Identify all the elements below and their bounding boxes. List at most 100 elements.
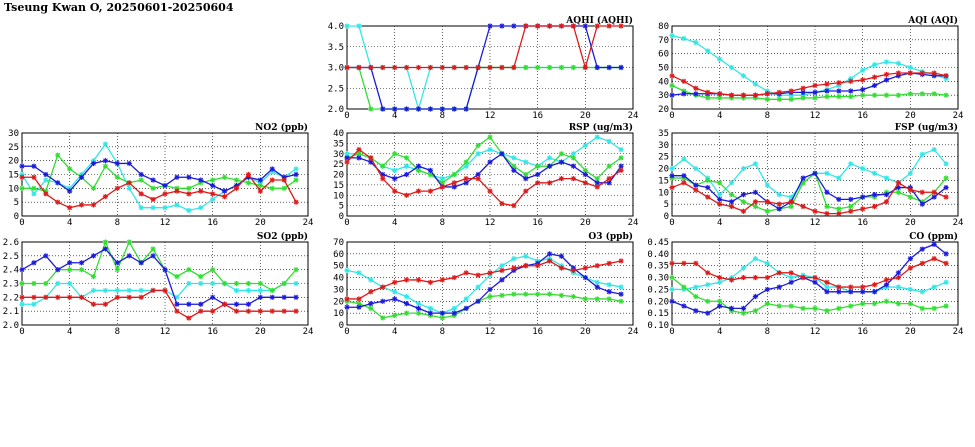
data-point <box>67 260 73 266</box>
data-point <box>812 274 818 281</box>
data-point <box>257 294 263 300</box>
data-point <box>114 267 120 273</box>
x-tick-label: 16 <box>532 111 543 121</box>
data-point <box>848 93 854 100</box>
y-tick-label: 70 <box>333 238 344 248</box>
data-point <box>788 199 794 205</box>
x-tick-label: 4 <box>717 327 722 337</box>
data-point <box>907 70 913 76</box>
data-point <box>67 294 73 300</box>
series-line-red <box>671 181 947 215</box>
y-tick-label: 5 <box>664 200 669 210</box>
y-tick-label: 0.10 <box>647 321 669 331</box>
data-point <box>126 185 132 191</box>
data-point <box>392 188 398 194</box>
data-point <box>669 274 675 281</box>
data-point <box>594 279 600 285</box>
data-point <box>344 296 350 302</box>
data-point <box>824 211 830 217</box>
data-point <box>871 192 878 198</box>
y-tick-label: 35 <box>658 129 669 139</box>
data-point <box>487 134 493 140</box>
data-point <box>546 23 553 29</box>
data-point <box>269 185 275 191</box>
data-point <box>681 284 687 290</box>
data-point <box>475 142 481 149</box>
data-point <box>883 77 890 83</box>
data-point <box>740 310 747 316</box>
data-point <box>403 155 410 161</box>
y-tick-label: 50 <box>658 64 669 74</box>
data-point <box>281 308 287 314</box>
data-point <box>752 308 759 314</box>
data-point <box>439 277 445 283</box>
data-point <box>269 294 275 300</box>
data-point <box>102 141 109 147</box>
data-point <box>717 201 723 207</box>
data-point <box>344 159 350 165</box>
data-point <box>186 174 192 180</box>
data-point <box>344 304 350 310</box>
data-point <box>788 303 794 309</box>
y-tick-label: 30 <box>333 150 344 160</box>
data-point <box>392 279 398 285</box>
data-point <box>752 199 759 205</box>
data-point <box>728 64 735 71</box>
data-point <box>717 196 723 202</box>
data-point <box>487 188 493 194</box>
data-point <box>546 180 553 186</box>
data-point <box>499 64 505 71</box>
data-point <box>427 188 434 194</box>
data-point <box>114 160 120 167</box>
data-point <box>860 206 866 212</box>
data-point <box>812 82 818 89</box>
data-point <box>824 284 830 290</box>
data-point <box>511 23 517 29</box>
data-point <box>752 161 759 167</box>
data-point <box>403 163 410 169</box>
data-point <box>403 106 410 112</box>
data-point <box>681 91 687 97</box>
data-point <box>90 253 97 259</box>
data-point <box>669 92 675 98</box>
data-point <box>102 239 109 245</box>
data-point <box>717 91 723 97</box>
x-tick-label: 0 <box>19 218 24 228</box>
data-point <box>427 167 434 173</box>
data-point <box>860 301 866 307</box>
data-point <box>836 175 842 181</box>
y-tick-label: 0.35 <box>647 262 669 272</box>
data-point <box>293 177 299 183</box>
data-point <box>245 301 252 307</box>
series-line-red <box>22 289 297 319</box>
data-point <box>907 64 913 71</box>
data-point <box>210 191 216 197</box>
data-point <box>31 191 37 197</box>
x-tick-label: 16 <box>857 218 868 228</box>
data-point <box>415 277 422 283</box>
data-point <box>186 191 192 197</box>
y-tick-label: 3.5 <box>328 43 344 53</box>
data-point <box>740 192 747 198</box>
data-point <box>31 163 37 169</box>
data-point <box>535 171 541 178</box>
data-point <box>776 270 782 276</box>
x-tick-label: 20 <box>255 218 266 228</box>
data-point <box>871 203 878 210</box>
data-point <box>475 298 481 304</box>
x-tick-label: 12 <box>810 218 821 228</box>
data-point <box>90 185 97 191</box>
data-point <box>740 274 747 281</box>
data-point <box>848 88 854 94</box>
data-point <box>681 173 687 179</box>
data-point <box>245 287 252 294</box>
data-point <box>233 301 240 307</box>
data-point <box>150 253 156 259</box>
data-point <box>895 274 902 281</box>
data-point <box>293 199 299 205</box>
data-point <box>907 91 913 97</box>
data-point <box>415 163 422 169</box>
data-point <box>871 74 878 80</box>
